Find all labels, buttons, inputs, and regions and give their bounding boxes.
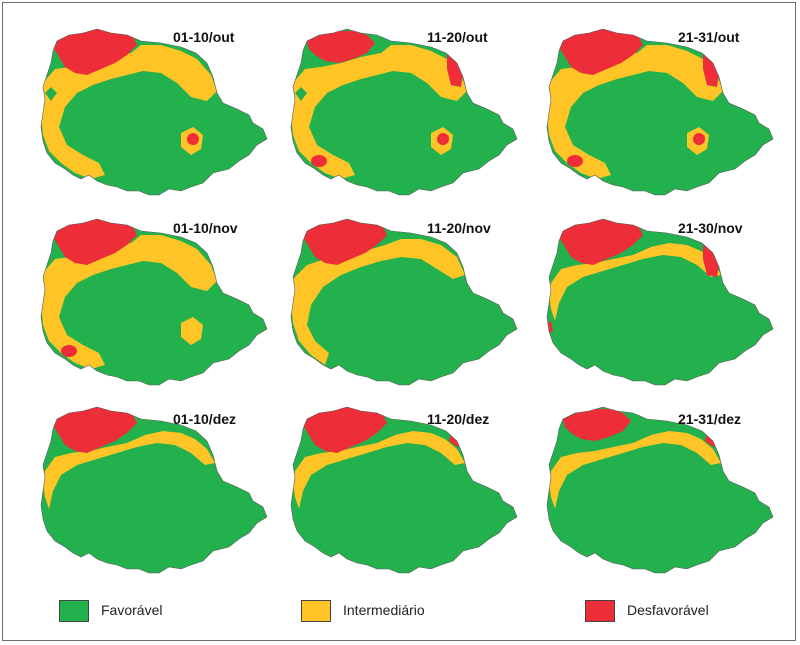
zone-spot-south-west (61, 345, 77, 357)
map-svg-7 (40, 406, 268, 574)
zone-desfavoravel (53, 219, 137, 265)
zone-spot-east-strip (703, 243, 719, 277)
map-svg-1 (40, 28, 268, 196)
zone-spot-south-east (187, 133, 199, 145)
legend-swatch-favoravel (59, 600, 89, 622)
zone-spot-west (45, 87, 57, 101)
map-svg-2 (290, 28, 518, 196)
map-panel-4: 01-10/nov (31, 213, 281, 403)
map-panel-2: 11-20/out (281, 23, 531, 213)
map-zones (41, 407, 267, 573)
zone-intermediario (41, 45, 217, 179)
state-outline (290, 28, 518, 196)
panel-label-4: 01-10/nov (173, 220, 238, 236)
zone-intermediario (41, 235, 217, 369)
zone-intermediario (43, 431, 215, 509)
map-panel-5: 11-20/nov (281, 213, 531, 403)
zone-favoravel (547, 407, 773, 573)
legend-label-intermediario: Intermediário (343, 602, 425, 618)
zone-desfavoravel (563, 409, 631, 441)
zone-desfavoravel (559, 29, 643, 75)
state-outline (290, 406, 518, 574)
zone-intermediario (291, 45, 467, 179)
panel-label-9: 21-31/dez (678, 411, 742, 427)
panel-label-2: 11-20/out (427, 29, 488, 45)
map-svg-9 (546, 406, 774, 574)
state-outline (290, 218, 518, 386)
legend-swatch-desfavoravel (585, 600, 615, 622)
state-outline (40, 28, 268, 196)
map-panel-1: 01-10/out (31, 23, 281, 213)
zone-spot-east-strip (447, 53, 463, 87)
panel-label-8: 11-20/dez (427, 411, 490, 427)
map-panel-6: 21-30/nov (537, 213, 787, 403)
zone-desfavoravel (303, 407, 387, 453)
map-zones (291, 219, 517, 385)
state-outline (40, 218, 268, 386)
panel-label-5: 11-20/nov (427, 220, 491, 236)
map-zones (41, 219, 267, 385)
map-zones (41, 29, 267, 195)
zone-intermediario (181, 317, 203, 345)
zone-spot-west (295, 87, 307, 101)
state-outline (546, 406, 774, 574)
map-panel-8: 11-20/dez (281, 401, 531, 591)
map-zones (291, 407, 517, 573)
state-outline (40, 406, 268, 574)
map-panel-7: 01-10/dez (31, 401, 281, 591)
map-panel-9: 21-31/dez (537, 401, 787, 591)
legend-swatch-intermediario (301, 600, 331, 622)
zone-spot-south-west (311, 155, 327, 167)
map-zones (547, 407, 773, 573)
legend-label-favoravel: Favorável (101, 602, 163, 618)
state-outline (546, 218, 774, 386)
panel-label-6: 21-30/nov (678, 220, 743, 236)
map-svg-3 (546, 28, 774, 196)
panel-label-3: 21-31/out (678, 29, 740, 45)
zone-intermediario (547, 45, 723, 179)
zone-desfavoravel (53, 407, 137, 453)
map-svg-8 (290, 406, 518, 574)
map-svg-5 (290, 218, 518, 386)
state-outline (546, 28, 774, 196)
zone-intermediario (549, 243, 721, 321)
zone-spot-east-strip (703, 53, 719, 87)
panel-label-7: 01-10/dez (173, 411, 237, 427)
map-zones (547, 29, 773, 195)
map-svg-4 (40, 218, 268, 386)
zone-spot-west-edge (547, 321, 553, 335)
zone-intermediario (549, 431, 721, 509)
zone-desfavoravel (559, 219, 643, 265)
map-zones (547, 219, 773, 385)
zone-desfavoravel (307, 31, 375, 63)
zone-spot-south-west (567, 155, 583, 167)
panel-label-1: 01-10/out (173, 29, 235, 45)
zone-spot-south-east (693, 133, 705, 145)
zone-intermediario (293, 431, 465, 509)
map-svg-6 (546, 218, 774, 386)
map-panel-3: 21-31/out (537, 23, 787, 213)
zone-intermediario (291, 239, 465, 365)
zone-spot-south-east (437, 133, 449, 145)
zone-desfavoravel (303, 219, 387, 265)
map-zones (291, 29, 517, 195)
legend-label-desfavoravel: Desfavorável (627, 602, 709, 618)
zone-desfavoravel (53, 29, 137, 75)
